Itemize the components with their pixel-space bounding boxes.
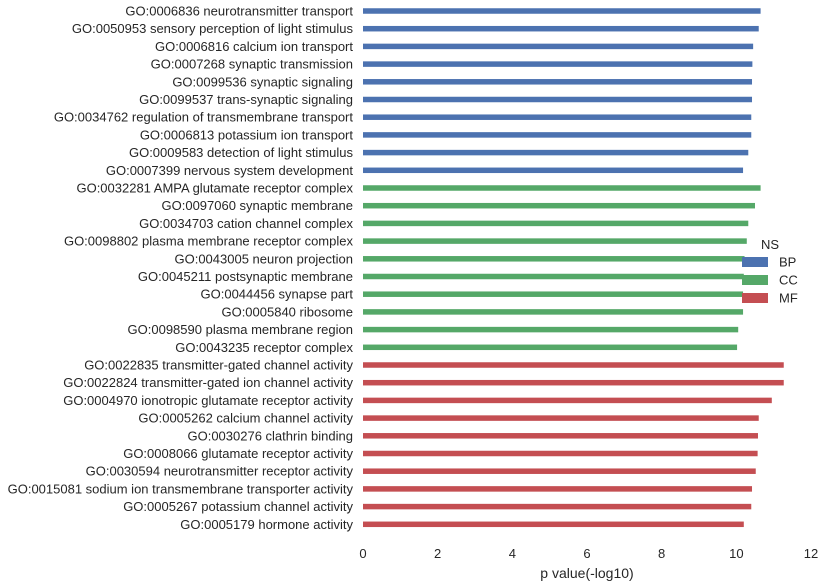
bar-go-0005840 [363,309,744,315]
x-tick-label: 8 [658,546,665,561]
category-label: GO:0045211 postsynaptic membrane [138,269,353,284]
category-label: GO:0009583 detection of light stimulus [129,145,354,160]
legend-label-cc: CC [779,273,798,288]
category-label: GO:0004970 ionotropic glutamate receptor… [63,393,353,408]
category-label: GO:0097060 synaptic membrane [162,198,354,213]
x-tick-label: 12 [804,546,818,561]
bar-go-0099536 [363,79,753,85]
bar-go-0006836 [363,8,761,14]
category-label: GO:0006836 neurotransmitter transport [125,4,353,19]
category-label: GO:0034762 regulation of transmembrane t… [54,110,354,125]
bar-go-0006813 [363,132,752,138]
category-label: GO:0098802 plasma membrane receptor comp… [64,234,354,249]
category-label: GO:0005840 ribosome [221,304,353,319]
category-label: GO:0034703 cation channel complex [139,216,353,231]
bar-go-0050953 [363,25,759,32]
x-tick-labels: 0 2 4 6 8 10 12 [359,546,818,561]
category-label: GO:0022835 transmitter-gated channel act… [84,358,353,373]
category-labels: GO:0006836 neurotransmitter transport GO:… [8,4,354,532]
bar-go-0005262 [363,415,759,421]
bar-go-0045211 [363,273,744,280]
category-label: GO:0043235 receptor complex [175,340,353,355]
legend-label-mf: MF [779,291,798,306]
category-label: GO:0043005 neuron projection [174,251,353,266]
category-label: GO:0032281 AMPA glutamate receptor compl… [76,181,353,196]
bar-go-0097060 [363,202,755,209]
category-label: GO:0006816 calcium ion transport [155,39,353,54]
x-tick-label: 6 [583,546,590,561]
bar-go-0008066 [363,450,758,457]
bar-go-0043005 [363,256,745,262]
bar-go-0030594 [363,468,756,474]
bar-go-0005179 [363,521,744,528]
x-tick-label: 4 [509,546,516,561]
category-label: GO:0099537 trans-synaptic signaling [139,92,353,107]
legend-swatch-cc [742,275,768,285]
category-label: GO:0007268 synaptic transmission [151,57,353,72]
category-label: GO:0005179 hormone activity [180,517,353,532]
bar-go-0022835 [363,362,784,368]
bar-go-0007268 [363,61,753,67]
category-label: GO:0030276 clathrin binding [187,428,353,443]
bar-go-0030276 [363,433,758,439]
bar-go-0034703 [363,220,749,227]
category-label: GO:0006813 potassium ion transport [140,127,354,142]
legend-label-bp: BP [779,255,796,270]
category-label: GO:0005262 calcium channel activity [138,411,353,426]
bar-go-0004970 [363,397,772,404]
bar-go-0032281 [363,185,761,191]
category-label: GO:0007399 nervous system development [106,163,354,178]
legend: NS BP CC MF [742,237,798,306]
category-label: GO:0050953 sensory perception of light s… [72,21,354,36]
bar-group [363,8,784,528]
x-tick-label: 10 [729,546,743,561]
legend-swatch-mf [742,293,768,303]
legend-swatch-bp [742,257,768,267]
category-label: GO:0022824 transmitter-gated ion channel… [63,375,353,390]
x-axis-label: p value(-log10) [540,565,633,581]
bar-go-0006816 [363,43,754,50]
bar-go-0044456 [363,291,744,297]
bar-go-0015081 [363,486,753,492]
category-label: GO:0099536 synaptic signaling [172,74,353,89]
category-label: GO:0015081 sodium ion transmembrane tran… [8,481,354,496]
category-label: GO:0098590 plasma membrane region [128,322,353,337]
bar-go-0099537 [363,96,753,103]
x-tick-label: 0 [359,546,366,561]
bar-go-0009583 [363,149,749,156]
bar-go-0043235 [363,344,738,351]
bar-go-0098802 [363,238,747,244]
category-label: GO:0008066 glutamate receptor activity [123,446,353,461]
bar-go-0007399 [363,167,744,174]
bar-go-0034762 [363,114,752,120]
category-label: GO:0044456 synapse part [201,287,354,302]
legend-title: NS [761,237,779,252]
bar-go-0098590 [363,326,739,333]
x-tick-label: 2 [434,546,441,561]
category-label: GO:0005267 potassium channel activity [123,499,353,514]
category-label: GO:0030594 neurotransmitter receptor act… [86,464,354,479]
bar-go-0022824 [363,379,784,386]
bar-go-0005267 [363,503,752,510]
